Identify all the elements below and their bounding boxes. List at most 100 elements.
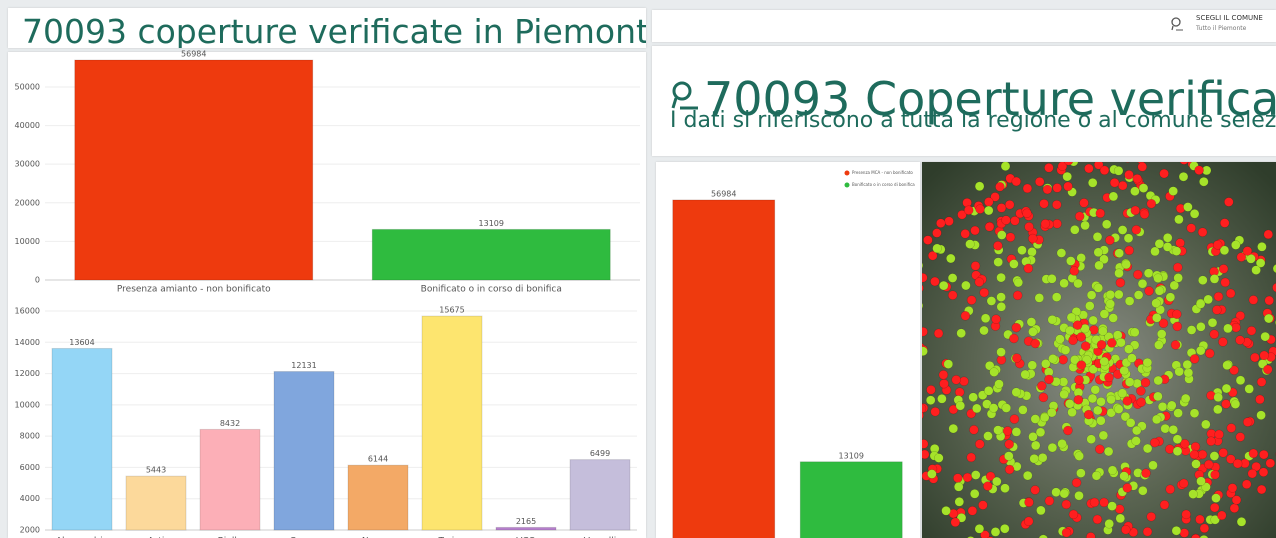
map-dot (968, 506, 977, 515)
map-dot (1263, 365, 1272, 374)
map-dot (1107, 338, 1116, 347)
map-dot (1114, 405, 1123, 414)
map-dot (956, 401, 965, 410)
map-dot (1040, 199, 1049, 208)
map-dot (969, 393, 978, 402)
map-dot (1096, 416, 1105, 425)
dashboard: {"header": {"title_left": "70093 copertu… (0, 0, 1276, 538)
map-dot (1116, 514, 1125, 523)
map-dot (1096, 209, 1105, 218)
map-dot (1236, 433, 1245, 442)
map-dot (1166, 485, 1175, 494)
map-dot (1173, 435, 1182, 444)
map-dot (1232, 496, 1241, 505)
map-dot (1025, 222, 1034, 231)
right-chart-panel (656, 162, 920, 538)
map-dot (990, 368, 999, 377)
map-dot (1012, 427, 1021, 436)
map-dot (976, 205, 985, 214)
map-dot (978, 501, 987, 510)
map-dot (1173, 263, 1182, 272)
map-dot (1210, 503, 1219, 512)
map-dot (984, 432, 993, 441)
map-dot (1102, 220, 1111, 229)
map-dot (1174, 409, 1183, 418)
map-dot (1201, 420, 1210, 429)
map-dot (1132, 225, 1141, 234)
map-dot (1081, 342, 1090, 351)
map-dot (1197, 477, 1206, 486)
map-dot (946, 254, 955, 263)
map-dot (1091, 385, 1100, 394)
map-dot (975, 524, 984, 533)
map-dot (1133, 270, 1142, 279)
map-dot (980, 326, 989, 335)
map-dot (1212, 305, 1221, 314)
map-dot (1057, 249, 1066, 258)
map-dot (1157, 330, 1166, 339)
map-dot (1219, 264, 1228, 273)
map-dot (1207, 437, 1216, 446)
map-dot (1143, 358, 1152, 367)
map[interactable] (922, 162, 1276, 538)
map-dot (1152, 313, 1161, 322)
map-dot (1196, 322, 1205, 331)
map-dot (1247, 326, 1256, 335)
map-dot (1084, 164, 1093, 173)
map-dot (1232, 323, 1241, 332)
map-dot (1200, 524, 1209, 533)
map-dot (1161, 424, 1170, 433)
map-dot (1143, 527, 1152, 536)
map-dot (1116, 278, 1125, 287)
map-dot (1028, 361, 1037, 370)
map-dot (1125, 246, 1134, 255)
map-dot (1085, 301, 1094, 310)
map-dot (927, 470, 936, 479)
map-dot (997, 302, 1006, 311)
map-dot (1052, 488, 1061, 497)
map-dot (983, 482, 992, 491)
map-dot (1023, 209, 1032, 218)
map-dot (1012, 354, 1021, 363)
map-dot (1066, 257, 1075, 266)
map-dot (1242, 480, 1251, 489)
map-dot (1243, 247, 1252, 256)
map-dot (1098, 327, 1107, 336)
map-dot (1072, 478, 1081, 487)
map-dot (1023, 184, 1032, 193)
map-dot (1215, 430, 1224, 439)
map-dot (1155, 286, 1164, 295)
map-dot (1149, 461, 1158, 470)
map-dot (1094, 248, 1103, 257)
map-dot (1031, 415, 1040, 424)
map-dot (1252, 266, 1261, 275)
map-dot (1029, 432, 1038, 441)
map-dot (1120, 472, 1129, 481)
map-dot (1004, 452, 1013, 461)
map-dot (955, 388, 964, 397)
map-dot (1067, 313, 1076, 322)
map-dot (1012, 177, 1021, 186)
map-dot (991, 527, 1000, 536)
map-dot (1074, 279, 1083, 288)
map-dot (1160, 169, 1169, 178)
map-dot (1261, 332, 1270, 341)
map-dot (1002, 404, 1011, 413)
map-dot (1172, 247, 1181, 256)
map-dot (1124, 234, 1133, 243)
map-dot (1233, 459, 1242, 468)
map-dot (1136, 387, 1145, 396)
map-dot (1130, 187, 1139, 196)
map-dot (1095, 445, 1104, 454)
map-dot (1105, 519, 1114, 528)
map-dot (1063, 426, 1072, 435)
map-dot (964, 206, 973, 215)
map-dot (967, 453, 976, 462)
map-dot (1249, 295, 1258, 304)
map-dot (1152, 299, 1161, 308)
map-dot (1163, 233, 1172, 242)
map-dot (1031, 486, 1040, 495)
map-dot (942, 506, 951, 515)
map-dot (1060, 489, 1069, 498)
map-dot (1115, 249, 1124, 258)
